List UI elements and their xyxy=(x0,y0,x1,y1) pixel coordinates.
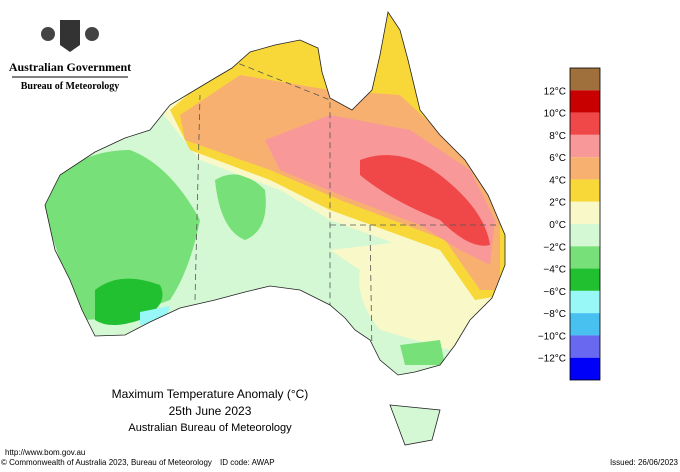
legend-swatch xyxy=(570,246,600,269)
legend-swatch xyxy=(570,201,600,224)
legend-label: 4°C xyxy=(549,175,566,186)
government: Australian Government xyxy=(9,60,131,74)
date: 25th June 2023 xyxy=(169,404,252,418)
legend-label: 8°C xyxy=(549,131,566,142)
issued: Issued: 26/06/2023 xyxy=(610,458,679,467)
legend: 12°C 10°C 8°C 6°C 4°C 2°C 0°C −2°C −4°C −6°C −8°C −… xyxy=(538,67,601,381)
title: Maximum Temperature Anomaly (°C) xyxy=(112,387,309,401)
legend-label: −6°C xyxy=(543,287,566,298)
source: Australian Bureau of Meteorology xyxy=(128,422,292,434)
legend-label: −8°C xyxy=(543,309,566,320)
legend-swatch xyxy=(570,290,600,314)
legend-label: −4°C xyxy=(543,265,566,276)
copyright: © Commonwealth of Australia 2023, Bureau… xyxy=(1,458,212,467)
legend-label: −12°C xyxy=(538,354,566,365)
legend-label: 12°C xyxy=(544,86,566,97)
legend-label: 0°C xyxy=(549,220,566,231)
legend-swatch xyxy=(570,335,600,358)
url: http://www.bom.gov.au xyxy=(5,448,85,457)
legend-swatch xyxy=(570,134,600,158)
legend-swatch xyxy=(570,313,600,336)
id-code: ID code: AWAP xyxy=(220,458,275,467)
legend-label: 2°C xyxy=(549,198,566,209)
logo xyxy=(41,20,99,52)
legend-label: −10°C xyxy=(538,331,566,342)
bureau: Bureau of Meteorology xyxy=(21,81,120,92)
legend-swatch xyxy=(570,357,600,380)
legend-label: 10°C xyxy=(544,109,566,120)
legend-swatch xyxy=(570,268,600,291)
legend-label: 6°C xyxy=(549,153,566,164)
legend-swatch xyxy=(570,179,600,202)
legend-swatch xyxy=(570,224,600,247)
legend-label: −2°C xyxy=(543,242,566,253)
legend-swatch xyxy=(570,90,600,113)
legend-swatch xyxy=(570,112,600,135)
legend-swatch xyxy=(570,157,600,180)
legend-swatch xyxy=(570,68,600,91)
legend-frame xyxy=(569,67,601,381)
